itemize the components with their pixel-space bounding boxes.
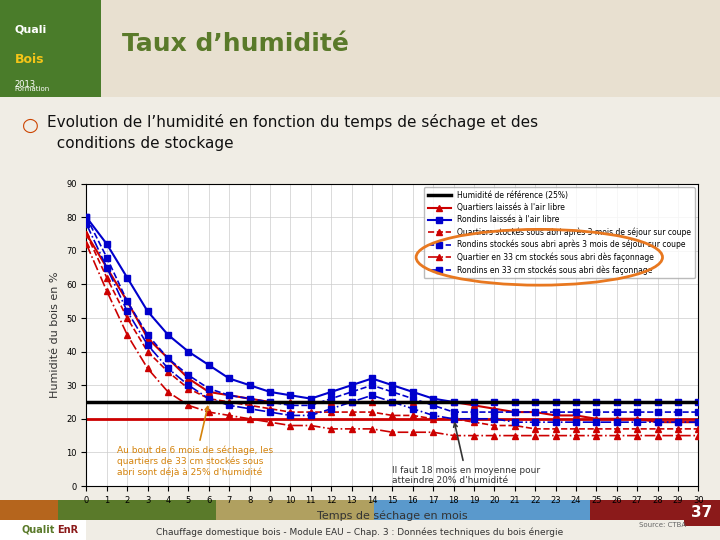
Text: Au bout de 6 mois de séchage, les
quartiers de 33 cm stockés sous
abri sont déjà: Au bout de 6 mois de séchage, les quarti…	[117, 407, 273, 477]
Text: EnR: EnR	[58, 525, 78, 535]
FancyBboxPatch shape	[58, 500, 216, 519]
FancyBboxPatch shape	[0, 519, 86, 540]
X-axis label: Temps de séchage en mois: Temps de séchage en mois	[317, 510, 468, 521]
FancyBboxPatch shape	[0, 0, 720, 97]
FancyBboxPatch shape	[590, 500, 720, 519]
FancyBboxPatch shape	[374, 500, 590, 519]
Text: Qualit: Qualit	[22, 525, 55, 535]
FancyBboxPatch shape	[684, 500, 720, 526]
Text: 37: 37	[691, 505, 713, 520]
Text: Source: CTBA: Source: CTBA	[639, 522, 686, 528]
Legend: Humidité de référence (25%), Quartiers laissés à l'air libre, Rondins laissés à : Humidité de référence (25%), Quartiers l…	[424, 187, 695, 279]
Text: Evolution de l’humidité en fonction du temps de séchage et des
  conditions de s: Evolution de l’humidité en fonction du t…	[47, 114, 538, 151]
Text: Quali: Quali	[14, 24, 47, 35]
Text: Bois: Bois	[14, 53, 44, 66]
FancyBboxPatch shape	[0, 500, 58, 519]
Text: Taux d’humidité: Taux d’humidité	[122, 32, 349, 56]
FancyBboxPatch shape	[216, 500, 374, 519]
Text: Il faut 18 mois en moyenne pour
atteindre 20% d'humidité: Il faut 18 mois en moyenne pour atteindr…	[392, 423, 541, 485]
FancyBboxPatch shape	[0, 0, 101, 97]
Y-axis label: Humidité du bois en %: Humidité du bois en %	[50, 272, 60, 398]
Text: Formation: Formation	[14, 86, 50, 92]
Text: ○: ○	[22, 116, 39, 135]
Text: 2013: 2013	[14, 80, 35, 89]
Text: Chauffage domestique bois - Module EAU – Chap. 3 : Données techniques du bois én: Chauffage domestique bois - Module EAU –…	[156, 527, 564, 537]
